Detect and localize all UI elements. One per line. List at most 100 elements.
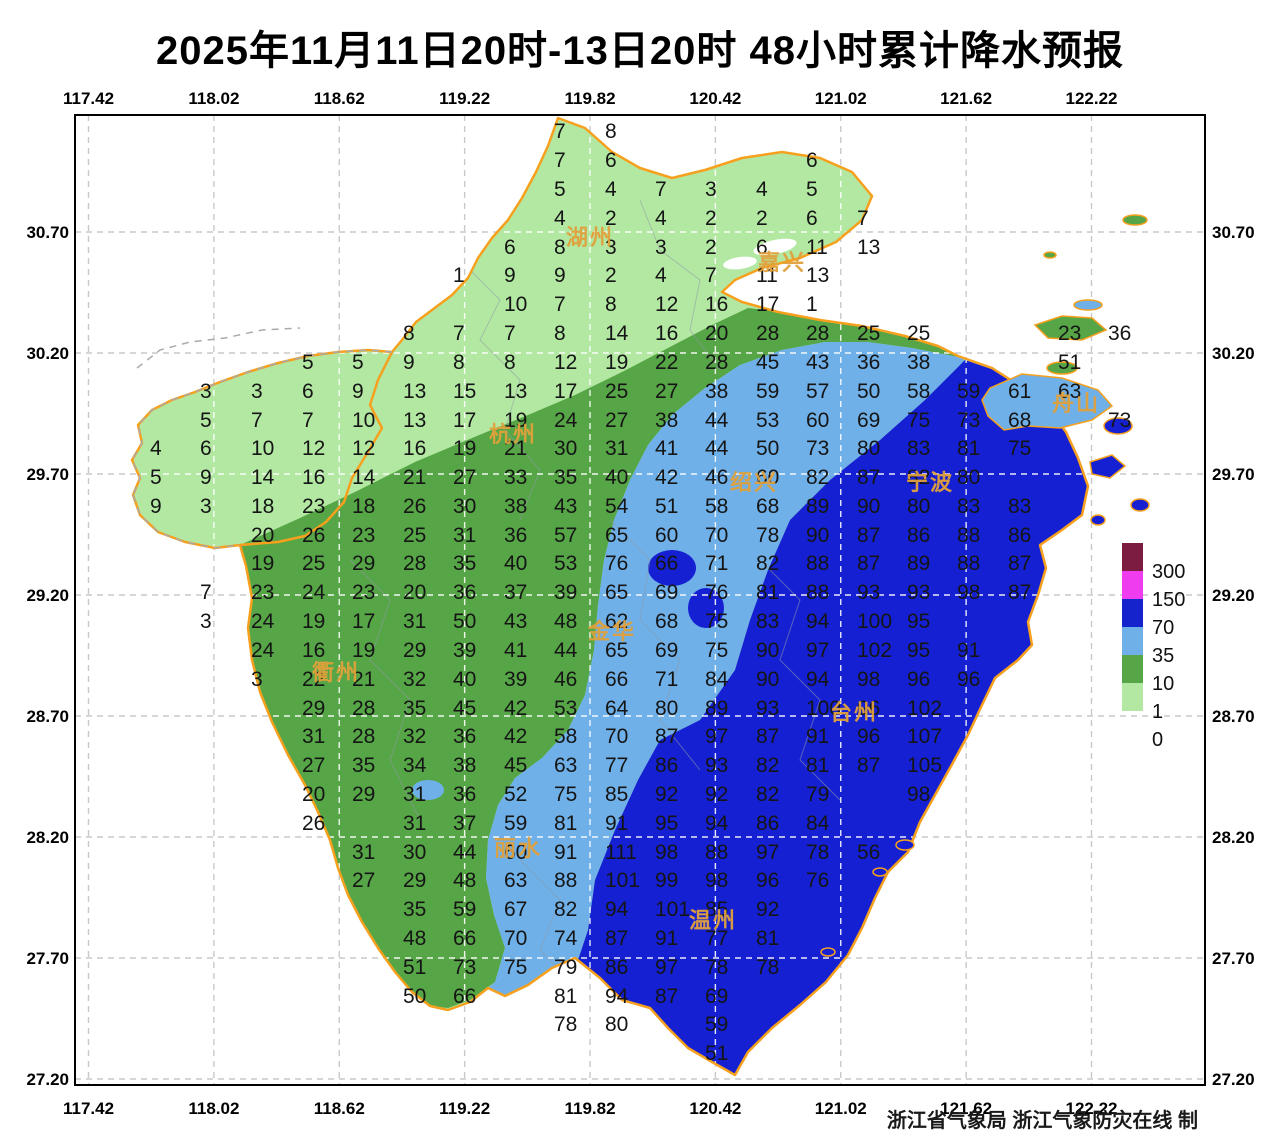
precip-value: 93 [705,754,728,777]
precip-value: 21 [504,437,527,460]
precip-value: 90 [756,668,779,691]
deep-blue-patch [688,588,724,628]
precip-value: 36 [453,783,476,806]
precip-value: 79 [806,783,829,806]
precip-value: 97 [756,841,779,864]
precip-value: 13 [403,380,426,403]
precip-value: 8 [605,120,617,143]
precip-value: 38 [907,351,930,374]
precip-value: 7 [554,293,566,316]
precip-value: 12 [655,293,678,316]
lat-tick-label-right: 28.70 [1212,707,1255,726]
precip-value: 63 [1058,380,1081,403]
precip-value: 96 [756,869,779,892]
precip-value: 48 [554,610,577,633]
precip-value: 66 [453,985,476,1008]
precip-value: 88 [957,524,980,547]
precip-value: 7 [251,409,263,432]
precip-value: 30 [453,495,476,518]
precip-value: 51 [655,495,678,518]
precip-value: 59 [957,380,980,403]
precip-value: 28 [806,322,829,345]
precip-value: 67 [504,898,527,921]
precip-value: 96 [907,668,930,691]
precip-value: 28 [705,351,728,374]
precip-value: 38 [453,754,476,777]
precip-value: 6 [200,437,212,460]
precip-value: 17 [453,409,476,432]
precip-value: 21 [352,668,375,691]
precip-value: 38 [504,495,527,518]
precip-value: 89 [705,697,728,720]
precip-value: 82 [756,783,779,806]
precip-value: 28 [403,552,426,575]
precip-value: 28 [352,697,375,720]
precip-value: 19 [302,610,325,633]
lat-tick-label-right: 28.20 [1212,828,1255,847]
lat-tick-label-right: 29.20 [1212,586,1255,605]
legend-swatch [1122,599,1143,627]
precip-value: 80 [957,466,980,489]
precip-value: 3 [705,178,717,201]
precip-value: 23 [352,581,375,604]
precip-value: 90 [857,495,880,518]
precip-value: 27 [302,754,325,777]
precip-value: 86 [655,754,678,777]
precip-value: 66 [655,552,678,575]
precip-value: 87 [857,524,880,547]
precip-value: 52 [504,783,527,806]
precip-value: 73 [1108,409,1131,432]
precip-value: 91 [957,639,980,662]
lake [723,256,757,270]
precip-value: 95 [907,639,930,662]
precip-value: 87 [857,552,880,575]
lon-tick-label-bottom: 121.62 [940,1099,992,1118]
precip-value: 4 [756,178,768,201]
precip-value: 7 [857,207,869,230]
city-label: 绍兴 [730,470,778,495]
precip-value: 57 [806,380,829,403]
precip-value: 87 [605,927,628,950]
lat-tick-label-right: 27.20 [1212,1070,1255,1089]
precip-value: 17 [756,293,779,316]
precip-value: 19 [504,409,527,432]
precip-value: 16 [302,639,325,662]
lat-tick-label-right: 29.70 [1212,465,1255,484]
precip-value: 82 [806,466,829,489]
precip-value: 2 [705,207,717,230]
precip-value: 16 [705,293,728,316]
precip-value: 42 [504,725,527,748]
precip-value: 61 [1008,380,1031,403]
precip-value: 87 [857,754,880,777]
precip-value: 75 [504,956,527,979]
precip-value: 7 [554,149,566,172]
precip-value: 13 [403,409,426,432]
precip-value: 26 [302,812,325,835]
precip-value: 13 [806,264,829,287]
precip-value: 36 [453,581,476,604]
legend-swatch [1122,571,1143,599]
precip-value: 14 [605,322,629,345]
precip-value: 48 [453,869,476,892]
precip-value: 23 [302,495,325,518]
precip-value: 27 [352,869,375,892]
precip-value: 82 [756,552,779,575]
precip-value: 88 [957,552,980,575]
precip-value: 71 [705,552,728,575]
light-blue-patch [412,780,444,800]
precip-value: 51 [403,956,426,979]
precip-value: 60 [504,841,527,864]
precip-value: 40 [453,668,476,691]
legend-swatch [1122,683,1143,711]
precip-value: 98 [957,581,980,604]
precip-value: 92 [655,783,678,806]
precip-value: 58 [554,725,577,748]
precip-value: 1 [806,293,818,316]
precip-value: 37 [453,812,476,835]
precip-value: 83 [1008,495,1031,518]
precip-value: 13 [857,236,880,259]
precip-value: 24 [554,409,578,432]
precip-value: 23 [1058,322,1081,345]
precip-value: 75 [907,409,930,432]
